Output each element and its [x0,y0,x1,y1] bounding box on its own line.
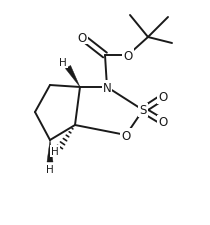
Text: O: O [158,116,168,129]
Text: O: O [77,31,87,44]
Text: S: S [139,104,147,117]
Text: O: O [121,129,131,142]
Text: N: N [103,81,111,94]
Polygon shape [47,140,53,162]
Text: H: H [59,58,67,68]
Text: H: H [51,146,59,156]
Text: O: O [158,91,168,104]
Text: H: H [46,164,54,174]
Text: O: O [123,49,133,62]
Polygon shape [66,66,80,88]
